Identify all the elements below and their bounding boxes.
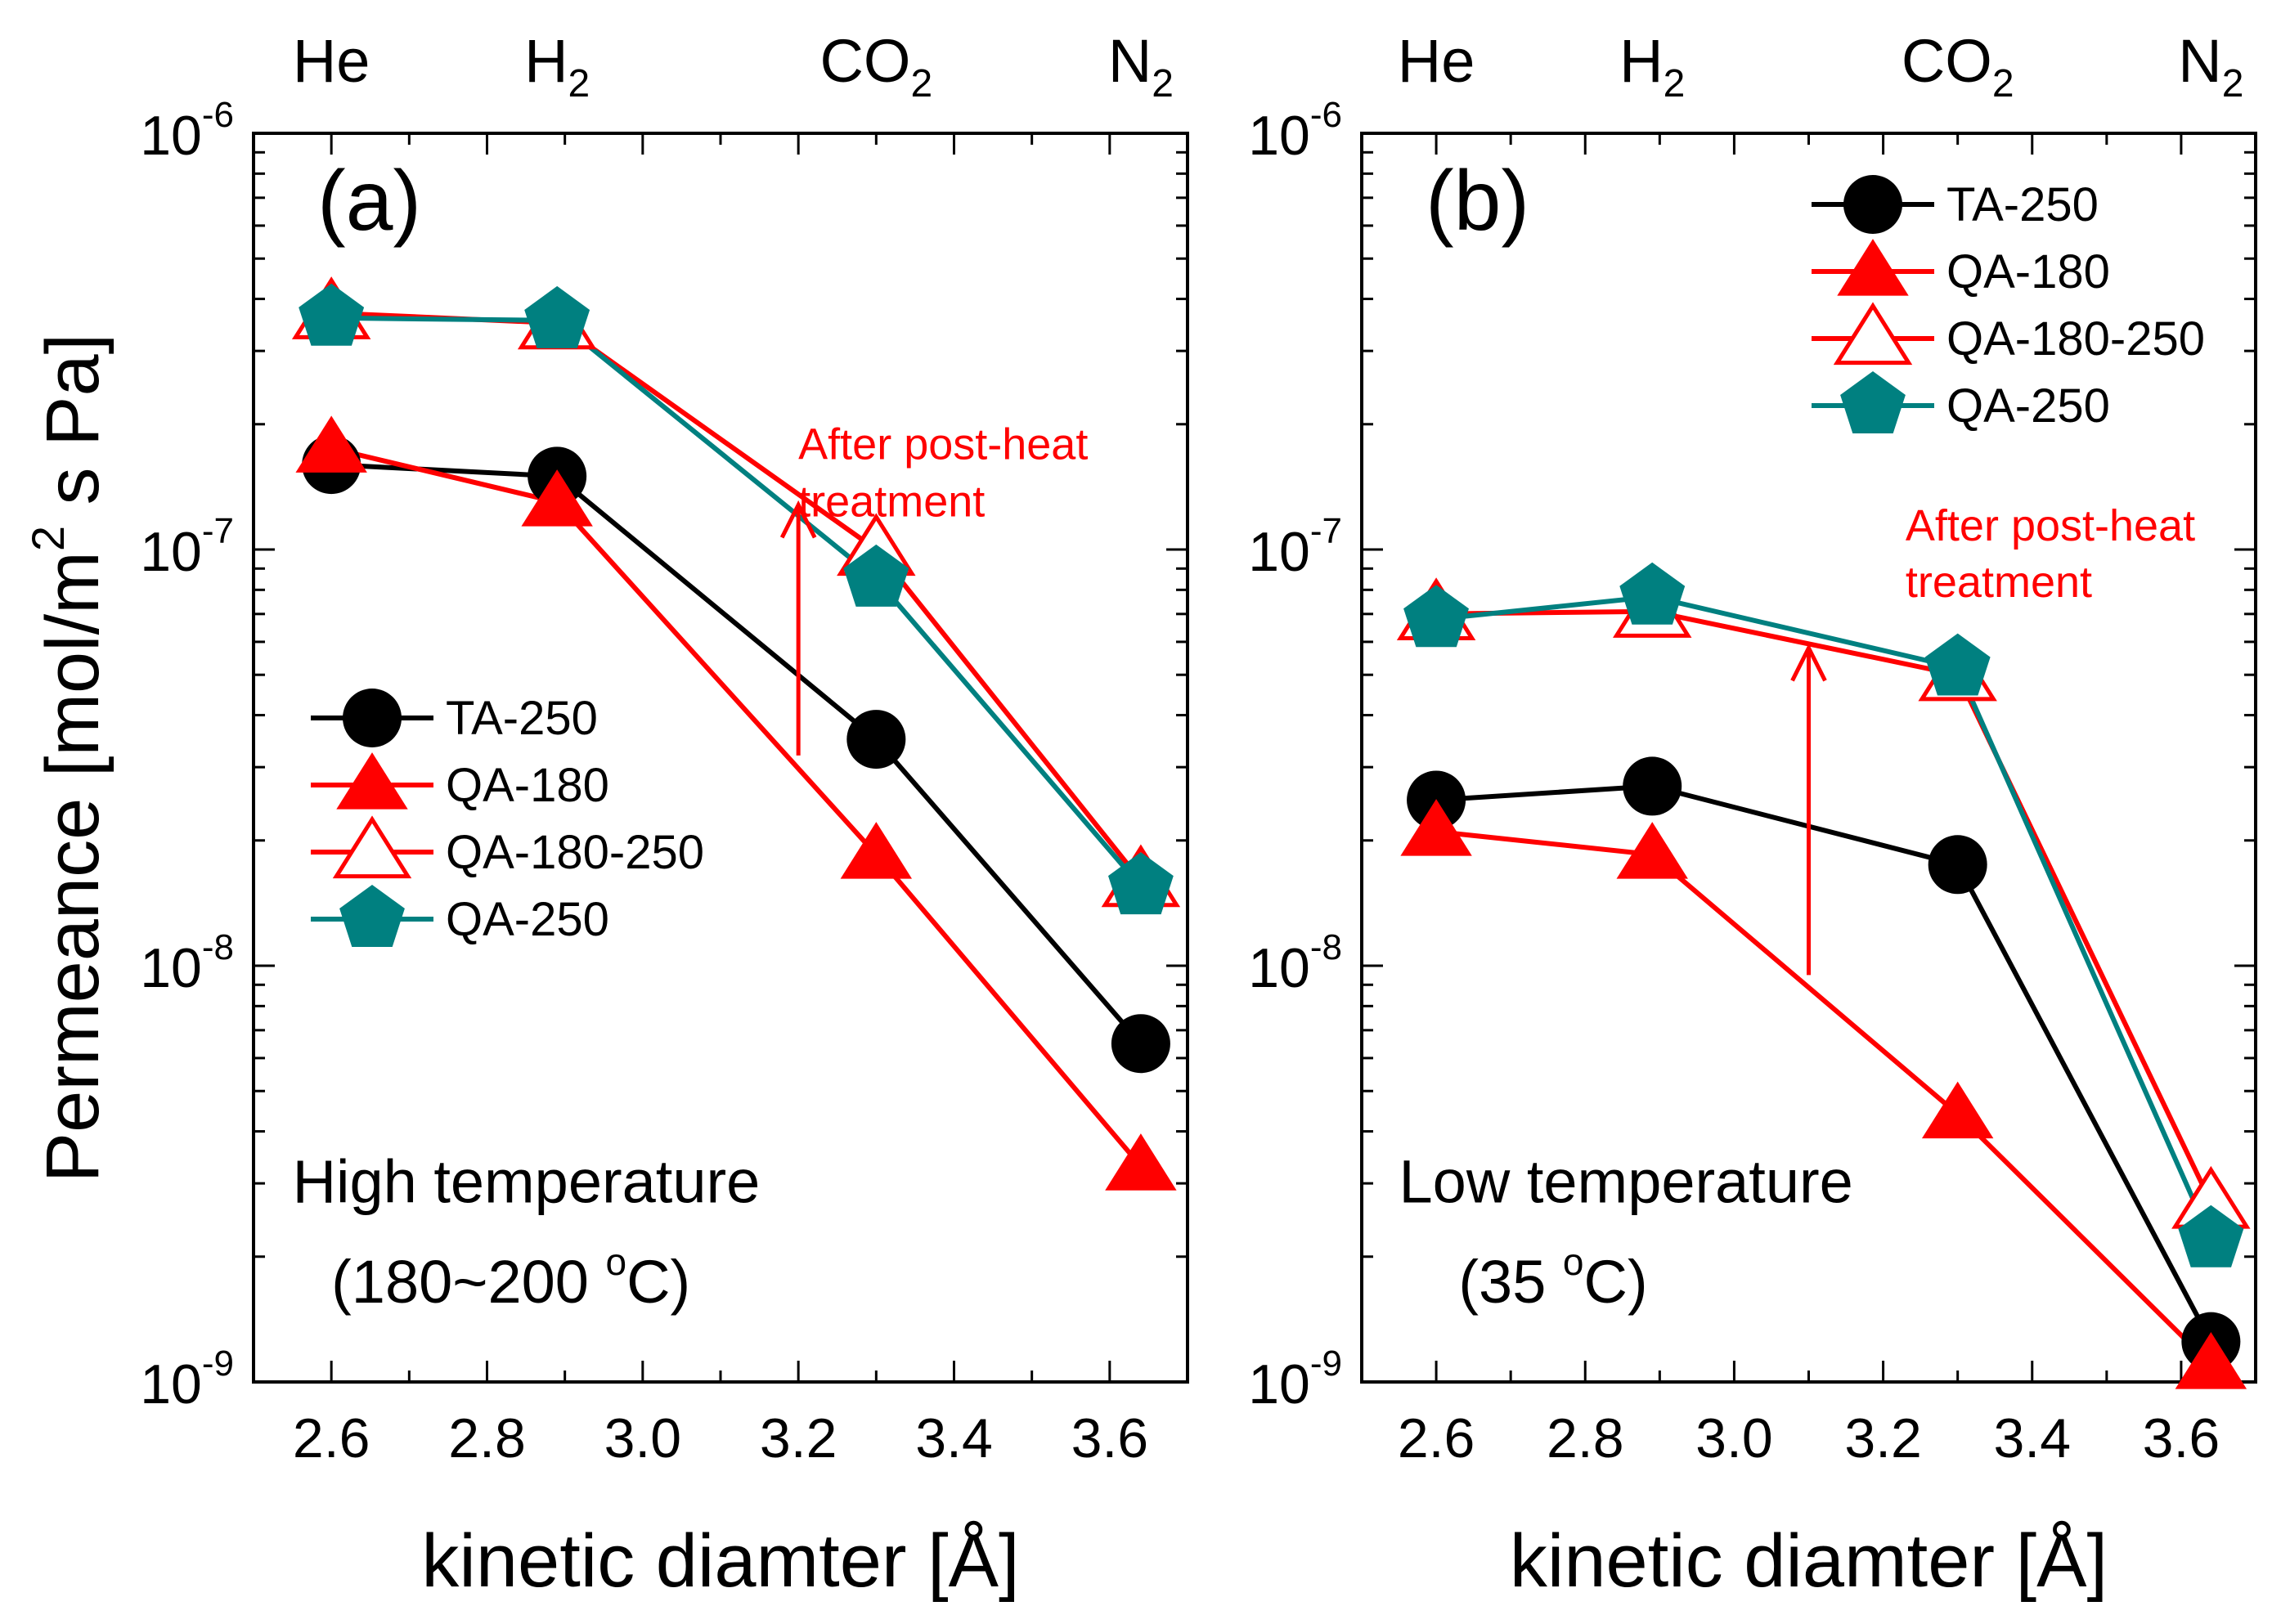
y-tick-label: 10-7: [140, 511, 234, 583]
x-tick-label: 3.2: [1844, 1407, 1922, 1469]
legend-marker: [1840, 371, 1906, 433]
x-axis-title: kinetic diamter [Å]: [421, 1519, 1019, 1603]
legend-label: QA-180-250: [446, 826, 704, 879]
x-tick-label: 3.0: [1695, 1407, 1773, 1469]
data-point-qa-180: [1921, 1081, 1994, 1139]
condition-label: High temperature: [293, 1147, 761, 1215]
condition-label: (35 oC): [1458, 1240, 1647, 1316]
legend-entry: TA-250: [1812, 175, 2099, 234]
panel-a: 10-9 10-8 10-7 10-6 2.6 2.8 3.0 3.2 3.4 3.6 kineti…: [140, 27, 1189, 1603]
annotation-text: treatment: [1906, 558, 2092, 607]
top-gas-label: He: [1398, 27, 1475, 95]
legend-entry: TA-250: [311, 689, 598, 747]
legend-label: QA-180-250: [1946, 312, 2205, 366]
annotation-arrowhead: [779, 500, 817, 539]
legend-marker: [1837, 239, 1909, 296]
legend-marker: [1843, 175, 1902, 234]
annotation-text: After post-heat: [1906, 501, 2195, 550]
data-point-qa-180: [840, 822, 913, 879]
top-gas-label: CO2: [1902, 27, 2014, 105]
data-point-qa-250: [299, 283, 365, 346]
series-line-qa-250: [1435, 594, 2214, 1240]
data-point-qa-250: [1108, 852, 1174, 915]
data-point-qa-180: [295, 415, 367, 473]
legend-label: TA-250: [1946, 178, 2099, 231]
y-tick-label: 10-8: [1248, 927, 1342, 999]
data-point-qa-250: [1403, 585, 1469, 648]
legend-label: QA-180: [446, 759, 609, 812]
series-line-qa-180: [1435, 829, 2213, 1367]
y-tick-label: 10-6: [140, 95, 234, 167]
x-tick-label: 2.8: [448, 1407, 526, 1469]
y-axis-label: Permeance [mol/m2 s Pa]: [22, 334, 114, 1182]
y-tick-label: 10-7: [1248, 511, 1342, 583]
annotation-text: After post-heat: [798, 419, 1088, 469]
series-line-ta-250: [1435, 783, 2213, 1344]
legend-marker: [332, 815, 412, 879]
top-gas-label: N2: [2178, 27, 2243, 105]
data-point-qa-250: [1619, 562, 1686, 625]
condition-label: (180~200 oC): [331, 1240, 690, 1316]
legend-entry: QA-180-250: [1812, 302, 2205, 366]
x-tick-label: 3.0: [604, 1407, 682, 1469]
legend-entry: QA-180-250: [311, 815, 704, 879]
annotation-arrowhead: [1790, 643, 1827, 682]
top-gas-label: N2: [1108, 27, 1174, 105]
legend-marker: [336, 752, 408, 810]
legend-label: QA-250: [446, 893, 609, 946]
y-axis-title: Permeance [mol/m2 s Pa]: [22, 334, 114, 1182]
legend-marker: [343, 689, 402, 747]
data-point-ta-250: [1928, 835, 1987, 895]
data-point-ta-250: [1111, 1014, 1170, 1074]
legend-marker: [1833, 302, 1913, 366]
x-tick-label: 3.4: [915, 1407, 993, 1469]
x-tick-label: 3.6: [2143, 1407, 2220, 1469]
top-gas-label: He: [293, 27, 370, 95]
legend-entry: QA-180: [1812, 239, 2110, 298]
series-line-ta-250: [331, 462, 1143, 1046]
data-point-qa-250: [1924, 633, 1991, 696]
data-point-qa-250: [2178, 1205, 2244, 1267]
legend-label: QA-180: [1946, 245, 2110, 298]
top-gas-label: H2: [524, 27, 590, 105]
panel-label: (b): [1426, 154, 1529, 249]
data-point-ta-250: [846, 710, 906, 769]
x-tick-label: 3.2: [760, 1407, 837, 1469]
series-line-qa-180-250: [1436, 608, 2214, 1204]
top-gas-label: CO2: [819, 27, 932, 105]
x-axis-title: kinetic diamter [Å]: [1510, 1519, 2108, 1603]
data-point-qa-180: [1616, 822, 1688, 879]
x-tick-label: 3.6: [1071, 1407, 1149, 1469]
data-point-ta-250: [1623, 756, 1682, 816]
panel-label: (a): [317, 154, 421, 249]
legend-entry: QA-250: [1812, 371, 2110, 433]
data-point-qa-180: [521, 469, 593, 527]
legend-entry: QA-180: [311, 752, 609, 812]
panel-b: 10-9 10-8 10-7 10-6 2.6 2.8 3.0 3.2 3.4 3.6 kineti…: [1248, 27, 2257, 1603]
legend-marker: [339, 885, 405, 947]
series-line-qa-250: [331, 315, 1143, 889]
y-tick-label: 10-6: [1248, 95, 1342, 167]
data-point-qa-250: [524, 285, 590, 348]
y-tick-label: 10-8: [140, 927, 234, 999]
y-tick-label: 10-9: [1248, 1344, 1342, 1415]
data-point-qa-180: [1400, 799, 1472, 856]
x-tick-label: 3.4: [1993, 1407, 2071, 1469]
annotation-text: treatment: [798, 478, 985, 527]
x-tick-label: 2.8: [1547, 1407, 1624, 1469]
top-gas-label: H2: [1619, 27, 1685, 105]
x-tick-label: 2.6: [1398, 1407, 1475, 1469]
condition-label: Low temperature: [1399, 1147, 1853, 1215]
data-point-qa-180: [2175, 1332, 2247, 1389]
legend-label: QA-250: [1946, 379, 2110, 433]
series-line-qa-180: [330, 446, 1143, 1169]
y-tick-label: 10-9: [140, 1344, 234, 1415]
legend-label: TA-250: [446, 692, 598, 745]
data-point-qa-180: [1105, 1133, 1177, 1191]
legend-entry: QA-250: [311, 885, 609, 947]
data-point-qa-250: [843, 544, 909, 607]
x-tick-label: 2.6: [293, 1407, 370, 1469]
